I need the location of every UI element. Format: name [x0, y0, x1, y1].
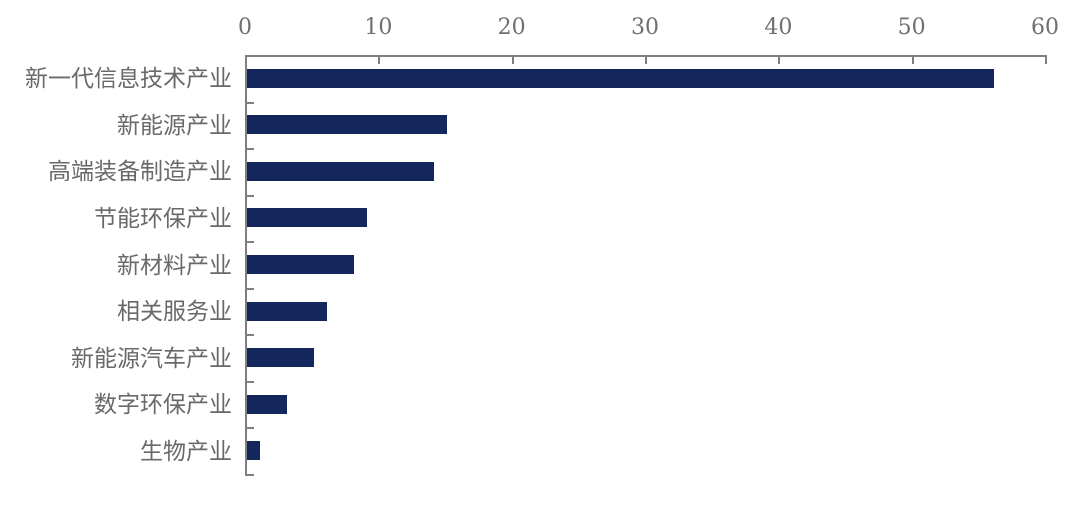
y-tick-mark [245, 194, 254, 197]
bar [247, 208, 367, 228]
y-tick-mark [245, 380, 254, 383]
bar [247, 115, 447, 135]
y-tick-mark [245, 101, 254, 104]
category-label: 新能源产业 [117, 111, 232, 138]
category-label: 新一代信息技术产业 [25, 65, 232, 92]
y-tick-mark [245, 427, 254, 430]
y-tick-mark [245, 148, 254, 151]
x-tick-mark [1045, 55, 1047, 64]
y-tick-mark [245, 241, 254, 244]
bar [247, 348, 314, 368]
x-tick-mark [778, 55, 781, 64]
x-tick-label: 30 [631, 15, 659, 40]
x-tick-mark [378, 55, 381, 64]
y-tick-mark [245, 334, 254, 337]
category-label: 节能环保产业 [94, 204, 232, 231]
bar [247, 301, 327, 321]
bar [247, 255, 354, 274]
category-label: 高端装备制造产业 [48, 158, 232, 185]
x-tick-mark [511, 55, 514, 64]
x-tick-mark [911, 55, 914, 64]
bar [247, 161, 434, 181]
y-tick-mark [245, 474, 254, 476]
y-axis-line [245, 55, 247, 476]
category-label: 生物产业 [140, 437, 232, 464]
x-tick-label: 50 [897, 15, 926, 40]
x-tick-label: 40 [764, 15, 793, 40]
bar [247, 394, 287, 414]
category-label: 相关服务业 [117, 298, 232, 325]
category-label: 数字环保产业 [94, 391, 232, 418]
category-label: 新材料产业 [117, 251, 232, 278]
bar [247, 441, 261, 461]
x-tick-label: 10 [364, 15, 393, 40]
x-tick-label: 0 [238, 15, 252, 40]
y-tick-mark [245, 287, 254, 290]
category-label: 新能源汽车产业 [71, 344, 232, 371]
x-tick-label: 60 [1031, 15, 1059, 40]
bar [247, 68, 994, 88]
x-tick-label: 20 [497, 15, 526, 40]
x-tick-mark [645, 55, 647, 64]
